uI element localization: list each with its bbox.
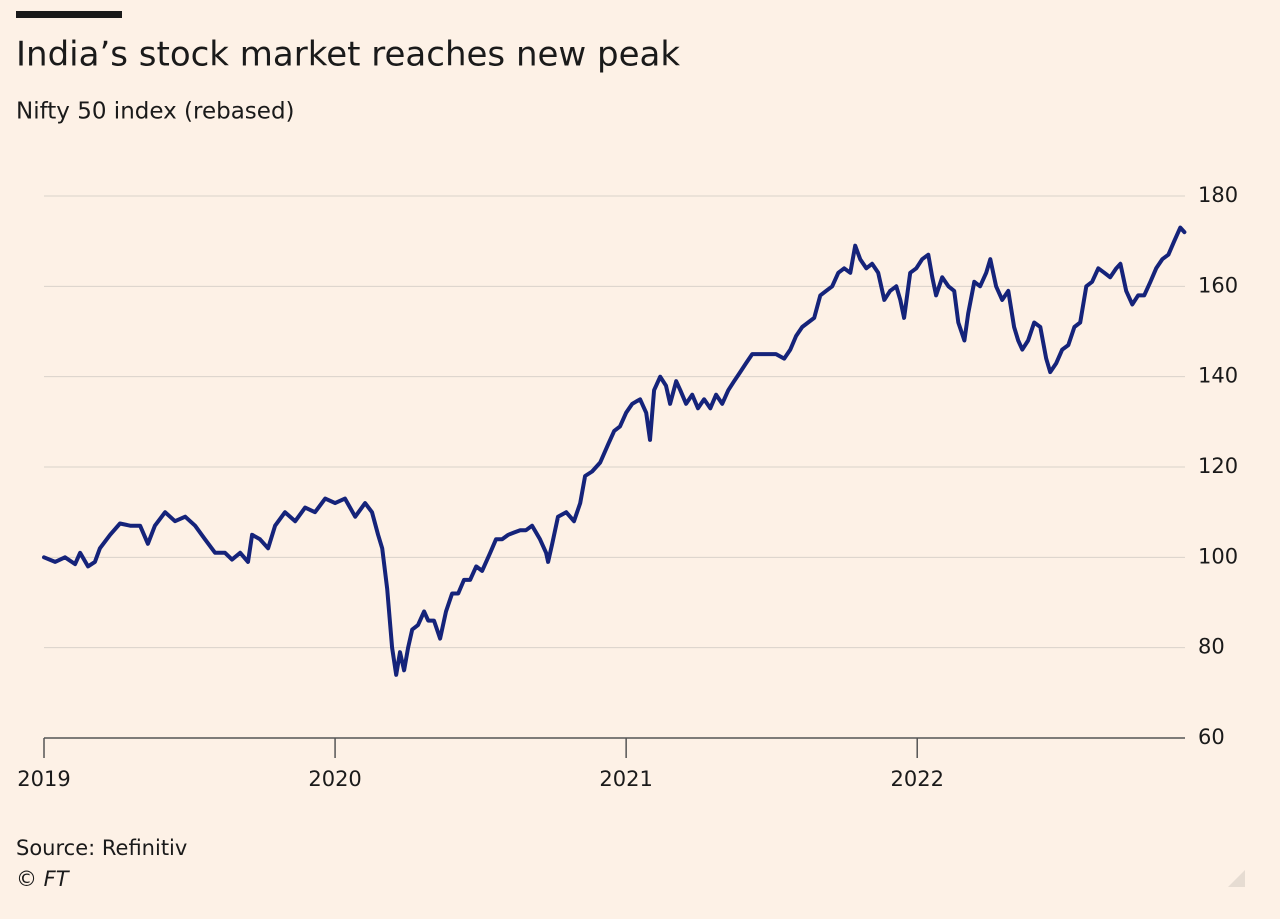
y-tick-label: 60 [1198,725,1225,749]
x-tick-label: 2019 [17,767,70,791]
chart-subtitle: Nifty 50 index (rebased) [16,99,295,125]
x-tick-label: 2022 [890,767,943,791]
y-tick-label: 100 [1198,544,1238,568]
y-tick-label: 80 [1198,635,1225,659]
y-tick-label: 160 [1198,273,1238,297]
credit: © FT [16,867,71,891]
x-tick-label: 2021 [599,767,652,791]
y-tick-label: 180 [1198,183,1238,207]
resize-handle [1228,870,1245,887]
source: Source: Refinitiv [16,836,187,860]
y-tick-label: 120 [1198,454,1238,478]
brand-bar [16,11,122,18]
y-tick-label: 140 [1198,364,1238,388]
line [42,225,1187,677]
chart-title: India’s stock market reaches new peak [16,35,680,75]
x-tick-label: 2020 [308,767,361,791]
